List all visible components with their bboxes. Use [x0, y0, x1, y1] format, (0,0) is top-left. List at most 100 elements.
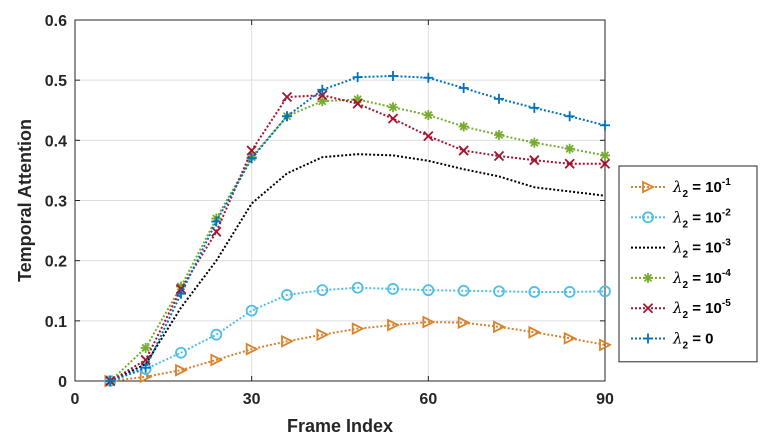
legend-box: [618, 165, 758, 363]
data-point: [282, 111, 292, 122]
legend-item: λ2 = 0: [631, 330, 714, 352]
data-point: [493, 150, 505, 162]
series: [104, 315, 613, 388]
data-point: [351, 322, 365, 336]
data-point: [493, 285, 505, 298]
data-point: [563, 331, 577, 345]
data-point: [140, 354, 151, 366]
x-tick-label: 90: [596, 391, 614, 408]
series-line: [110, 321, 606, 382]
series: [105, 94, 610, 386]
y-tick-label: 0.4: [45, 133, 67, 150]
data-point: [600, 150, 610, 161]
data-point: [175, 346, 187, 359]
legend-item: λ2 = 10-5: [631, 298, 731, 321]
data-point: [564, 143, 575, 154]
data-point: [423, 110, 434, 121]
y-tick-label: 0.2: [45, 254, 67, 271]
data-point: [642, 180, 656, 194]
data-point: [245, 304, 258, 317]
data-point: [599, 285, 611, 298]
tick-labels: 0 30 60 90 0 0.1 0.2 0.3 0.4 0.5 0.6: [45, 13, 614, 408]
data-point: [599, 158, 611, 169]
series-line: [109, 74, 606, 382]
data-point: [529, 137, 540, 148]
data-point: [105, 376, 116, 386]
data-point: [352, 72, 363, 83]
data-point: [642, 211, 654, 224]
data-point: [352, 98, 363, 109]
data-point: [564, 158, 575, 169]
data-point: [643, 333, 653, 344]
series-line: [109, 153, 606, 382]
data-point: [210, 328, 223, 341]
legend-label: λ2 = 10-4: [672, 268, 731, 291]
x-tick-label: 0: [71, 391, 80, 408]
data-point: [317, 90, 328, 101]
data-point: [316, 284, 329, 297]
grid: [74, 19, 606, 382]
data-point: [140, 342, 151, 353]
data-point: [600, 120, 610, 131]
data-point: [564, 111, 575, 122]
data-point: [246, 153, 257, 164]
legend-item: λ2 = 10-2: [631, 207, 731, 230]
x-tick-label: 60: [419, 391, 437, 408]
series: [105, 70, 610, 386]
data-point: [351, 281, 364, 294]
y-tick-label: 0: [58, 374, 67, 391]
data-point: [422, 315, 436, 329]
data-point: [494, 93, 504, 104]
x-axis-label: Frame Index: [287, 416, 393, 436]
data-point: [175, 363, 189, 377]
data-point: [176, 288, 186, 299]
series-line: [109, 94, 605, 382]
series-lines: [104, 70, 613, 388]
series-line: [109, 98, 606, 382]
legend: λ2 = 10-1 λ2 = 10-2 λ2 = 10-3 λ2 = 10-4 λ2 =…: [618, 165, 758, 363]
data-point: [529, 102, 540, 113]
legend-item: λ2 = 10-1: [631, 177, 731, 200]
data-point: [388, 102, 398, 113]
data-point: [642, 303, 654, 314]
data-point: [388, 70, 398, 81]
data-point: [317, 96, 328, 107]
y-tick-label: 0.6: [45, 13, 67, 30]
data-point: [387, 283, 399, 295]
data-point: [493, 320, 507, 334]
data-point: [387, 113, 399, 124]
data-point: [140, 362, 151, 373]
series: [109, 153, 606, 382]
data-point: [316, 328, 330, 342]
series: [105, 90, 611, 387]
data-point: [458, 145, 469, 156]
y-tick-label: 0.5: [45, 73, 67, 90]
data-point: [563, 286, 576, 298]
y-tick-label: 0.1: [45, 314, 67, 331]
data-point: [423, 72, 434, 83]
data-point: [643, 272, 653, 283]
data-point: [599, 338, 613, 352]
data-point: [211, 216, 222, 227]
x-tick-label: 30: [243, 391, 261, 408]
data-point: [458, 82, 469, 93]
data-point: [387, 318, 401, 332]
data-point: [528, 286, 541, 298]
data-point: [281, 289, 293, 301]
data-point: [458, 121, 469, 132]
legend-item: λ2 = 10-3: [631, 238, 731, 261]
legend-label: λ2 = 10-2: [672, 207, 731, 230]
data-point: [423, 130, 434, 142]
series-line: [110, 286, 606, 382]
data-point: [281, 91, 293, 103]
legend-item: λ2 = 10-4: [631, 268, 731, 291]
data-point: [528, 325, 542, 339]
data-point: [281, 334, 295, 348]
legend-label: λ2 = 10-5: [672, 298, 731, 321]
data-point: [457, 316, 471, 330]
data-point: [210, 353, 224, 367]
legend-label: λ2 = 10-1: [672, 177, 731, 200]
legend-label: λ2 = 10-3: [672, 238, 731, 261]
data-point: [245, 342, 259, 356]
